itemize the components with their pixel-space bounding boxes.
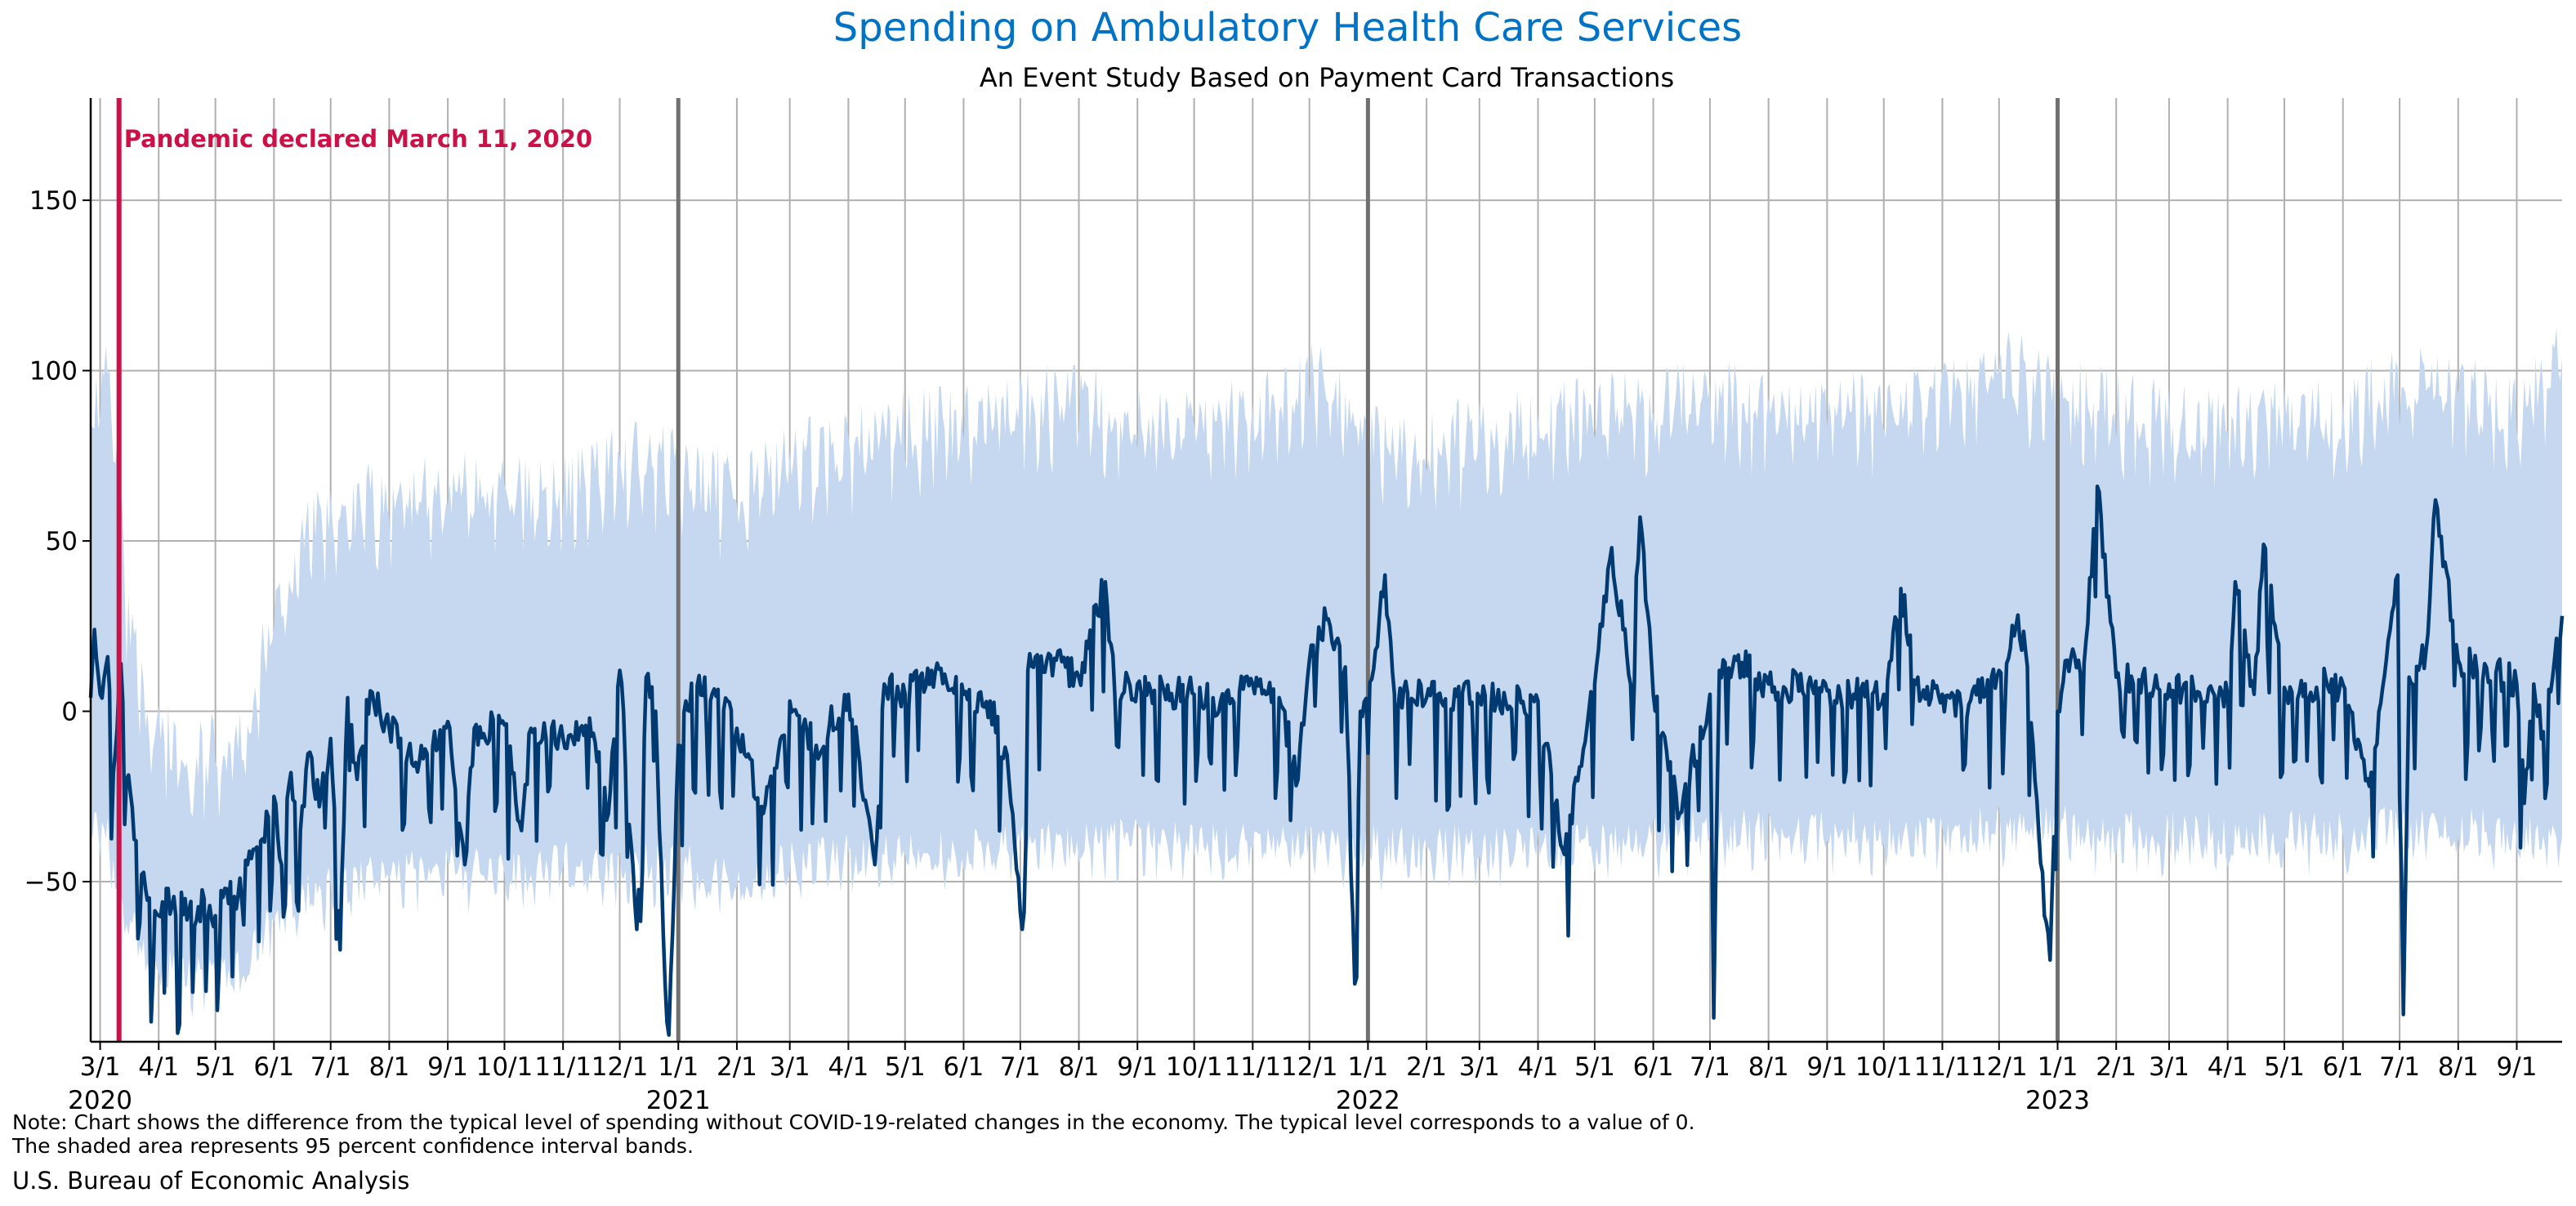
x-tick-label: 5/1	[885, 1052, 926, 1082]
confidence-band	[91, 327, 2562, 1017]
year-label: 2020	[68, 1086, 132, 1115]
y-tick-label: 50	[46, 527, 78, 556]
x-tick-label: 8/1	[2438, 1052, 2479, 1082]
x-tick-label: 5/1	[1574, 1052, 1615, 1082]
confidence-band-layer	[91, 327, 2562, 1017]
x-tick-label: 7/1	[1000, 1052, 1041, 1082]
x-tick-label: 1/1	[1347, 1052, 1388, 1082]
x-tick-label: 9/1	[2497, 1052, 2538, 1082]
spending-line-layer	[88, 485, 2565, 1037]
x-tick-label: 8/1	[1059, 1052, 1100, 1082]
x-tick-label: 11/1	[1914, 1052, 1971, 1082]
chart-subtitle: An Event Study Based on Payment Card Tra…	[980, 62, 1674, 93]
pandemic-event-label: Pandemic declared March 11, 2020	[124, 125, 592, 153]
x-tick-label: 9/1	[1117, 1052, 1158, 1082]
x-tick-label: 12/1	[1971, 1052, 2028, 1082]
x-tick-label: 2/1	[717, 1052, 757, 1082]
source-label: U.S. Bureau of Economic Analysis	[12, 1167, 409, 1195]
x-tick-label: 9/1	[427, 1052, 468, 1082]
x-tick-label: 4/1	[1518, 1052, 1559, 1082]
x-tick-label: 11/1	[1224, 1052, 1281, 1082]
x-tick-label: 10/1	[1855, 1052, 1913, 1082]
x-tick-label: 9/1	[1806, 1052, 1847, 1082]
x-tick-label: 2/1	[1406, 1052, 1447, 1082]
x-tick-label: 1/1	[2038, 1052, 2078, 1082]
x-tick-label: 3/1	[770, 1052, 810, 1082]
x-tick-label: 10/1	[476, 1052, 534, 1082]
x-tick-label: 7/1	[2379, 1052, 2420, 1082]
note-line-1: Note: Chart shows the difference from th…	[12, 1110, 1695, 1134]
x-tick-label: 6/1	[253, 1052, 294, 1082]
y-tick-label: 100	[29, 357, 78, 386]
x-tick-label: 12/1	[592, 1052, 649, 1082]
y-tick-label: 150	[29, 186, 78, 216]
x-tick-label: 7/1	[1690, 1052, 1730, 1082]
year-label: 2022	[1336, 1086, 1400, 1115]
x-tick-label: 10/1	[1166, 1052, 1223, 1082]
year-boundary-lines	[676, 98, 2060, 1042]
x-tick-label: 12/1	[1281, 1052, 1338, 1082]
note-line-2: The shaded area represents 95 percent co…	[11, 1134, 694, 1158]
x-tick-label: 6/1	[944, 1052, 984, 1082]
spending-line	[88, 485, 2565, 1037]
x-tick-label: 1/1	[658, 1052, 699, 1082]
x-tick-label: 7/1	[310, 1052, 351, 1082]
x-tick-label: 6/1	[2323, 1052, 2364, 1082]
x-tick-label: 8/1	[368, 1052, 409, 1082]
x-tick-label: 4/1	[138, 1052, 179, 1082]
x-tick-label: 4/1	[828, 1052, 868, 1082]
y-tick-label: −50	[25, 868, 78, 897]
x-tick-label: 6/1	[1633, 1052, 1674, 1082]
x-tick-label: 4/1	[2208, 1052, 2248, 1082]
pandemic-event-layer: Pandemic declared March 11, 2020	[116, 98, 592, 1042]
chart-title: Spending on Ambulatory Health Care Servi…	[833, 5, 1742, 51]
x-tick-label: 5/1	[2264, 1052, 2305, 1082]
x-tick-label: 3/1	[1459, 1052, 1500, 1082]
year-label: 2021	[646, 1086, 711, 1115]
y-tick-label: 0	[61, 698, 78, 727]
x-tick-label: 3/1	[80, 1052, 121, 1082]
x-tick-label: 5/1	[195, 1052, 236, 1082]
x-tick-label: 2/1	[2096, 1052, 2136, 1082]
x-tick-label: 11/1	[534, 1052, 592, 1082]
year-label: 2023	[2025, 1086, 2090, 1115]
x-tick-label: 3/1	[2149, 1052, 2190, 1082]
x-tick-label: 8/1	[1748, 1052, 1789, 1082]
